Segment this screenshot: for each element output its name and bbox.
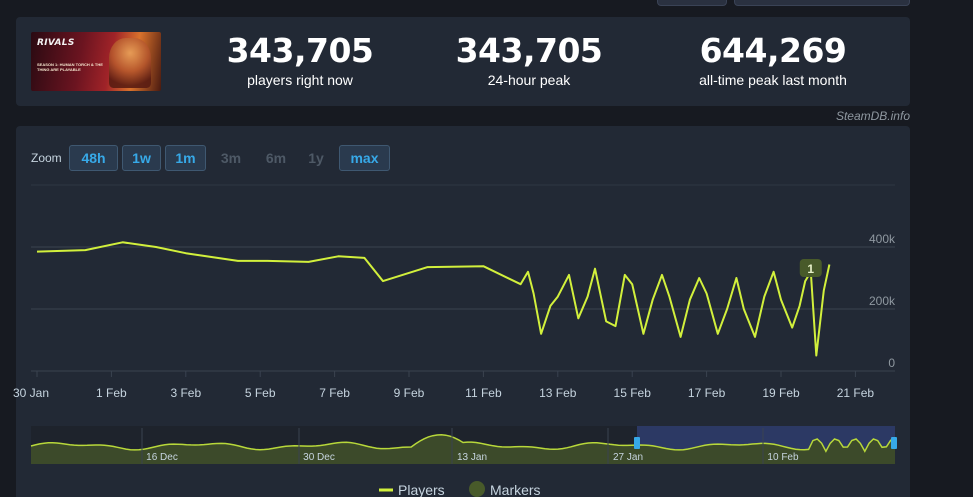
zoom-3m-button: 3m [220,150,242,166]
stat-24h-peak: 343,705 24-hour peak [429,31,629,89]
current-players-value: 343,705 [226,31,374,70]
stat-alltime-peak: 644,269 all-time peak last month [673,31,873,89]
x-axis-ticks: 30 Jan 1 Feb 3 Feb 5 Feb 7 Feb 9 Feb 11 Feb 13 … [13,371,874,400]
navigator-tick-label: 13 Jan [457,452,487,463]
alltime-peak-value: 644,269 [699,31,847,70]
y-tick-label: 0 [888,356,895,370]
marker-label: 1 [807,262,814,276]
x-tick-label: 5 Feb [245,386,276,400]
x-tick-label: 30 Jan [13,386,49,400]
alltime-peak-label: all-time peak last month [699,72,847,88]
legend-markers-label[interactable]: Markers [490,482,541,497]
game-logo: RIVALS [37,38,75,48]
steamdb-credit[interactable]: SteamDB.info [835,109,910,123]
zoom-1y-button: 1y [308,150,324,166]
marker-badge [799,259,822,277]
x-tick-label: 7 Feb [319,386,350,400]
zoom-6m-button: 6m [265,150,287,166]
navigator-line [30,434,896,453]
x-tick-label: 21 Feb [837,386,875,400]
zoom-label: Zoom [31,151,62,165]
hero-art [109,38,151,88]
navigator-ticks: 16 Dec 30 Dec 13 Jan 27 Jan 10 Feb [141,428,799,464]
zoom-1m-button[interactable]: 1m [165,145,206,171]
players-series-line[interactable] [36,241,831,357]
x-tick-label: 1 Feb [96,386,127,400]
chart-gridlines [31,184,895,372]
navigator-tick-label: 30 Dec [303,452,335,463]
navigator[interactable]: 16 Dec 30 Dec 13 Jan 27 Jan 10 Feb [30,426,897,464]
x-tick-label: 3 Feb [170,386,201,400]
y-tick-label: 200k [869,294,896,308]
chart-markers[interactable]: 1 [799,259,822,277]
game-banner-subtitle: SEASON 1: HUMAN TORCH & THE THING ARE PL… [37,62,103,72]
y-axis-ticks: 0 200k 400k [869,232,896,370]
navigator-area [31,434,895,464]
navigator-tick-label: 16 Dec [146,452,178,463]
x-tick-label: 15 Feb [614,386,652,400]
x-tick-label: 17 Feb [688,386,726,400]
x-tick-label: 13 Feb [539,386,577,400]
zoom-1w-button[interactable]: 1w [122,145,161,171]
top-button-left[interactable] [657,0,727,6]
top-button-right[interactable] [734,0,910,6]
navigator-tick-label: 10 Feb [767,452,799,463]
legend-markers-swatch [469,481,485,497]
navigator-handle-left[interactable] [634,437,640,449]
legend: Players Markers [379,481,541,497]
zoom-48h-button[interactable]: 48h [69,145,118,171]
navigator-handle-right[interactable] [891,437,897,449]
x-tick-label: 9 Feb [394,386,425,400]
game-banner[interactable]: RIVALS SEASON 1: HUMAN TORCH & THE THING… [31,32,161,91]
x-tick-label: 11 Feb [465,386,502,400]
zoom-max-button[interactable]: max [339,145,390,171]
stat-current-players: 343,705 players right now [200,31,400,89]
y-tick-label: 400k [869,232,896,246]
x-tick-label: 19 Feb [762,386,800,400]
peak24-value: 343,705 [455,31,603,70]
legend-players-label[interactable]: Players [398,482,445,497]
current-players-label: players right now [247,72,353,88]
peak24-label: 24-hour peak [487,72,571,88]
navigator-tick-label: 27 Jan [613,452,643,463]
stats-panel: RIVALS SEASON 1: HUMAN TORCH & THE THING… [16,17,910,106]
